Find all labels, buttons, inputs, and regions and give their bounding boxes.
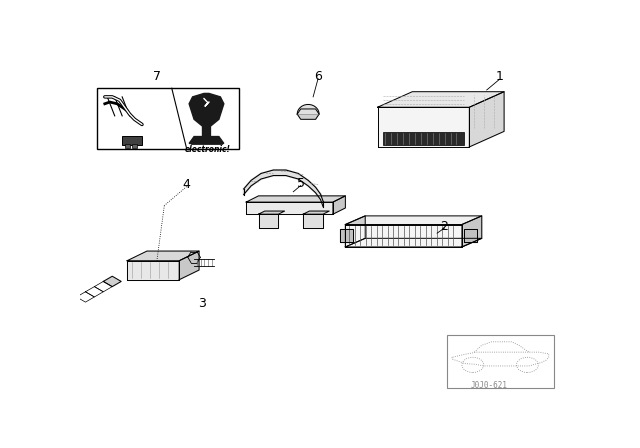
Polygon shape <box>246 202 333 214</box>
Polygon shape <box>127 251 199 261</box>
Bar <box>132 145 137 148</box>
Polygon shape <box>303 214 323 228</box>
Polygon shape <box>297 109 319 119</box>
Text: 1: 1 <box>495 70 503 83</box>
Bar <box>122 135 142 145</box>
Bar <box>125 145 130 148</box>
Text: 6: 6 <box>314 70 322 83</box>
Polygon shape <box>462 216 482 247</box>
Bar <box>447 335 554 388</box>
Polygon shape <box>179 251 199 280</box>
Polygon shape <box>303 211 329 214</box>
Bar <box>383 132 465 145</box>
Text: 3: 3 <box>198 297 205 310</box>
Polygon shape <box>469 92 504 147</box>
Polygon shape <box>246 196 346 202</box>
Text: 5: 5 <box>297 177 305 190</box>
Polygon shape <box>346 238 482 247</box>
Polygon shape <box>378 107 469 147</box>
Text: 2: 2 <box>440 220 449 233</box>
Polygon shape <box>333 196 346 214</box>
Polygon shape <box>259 214 278 228</box>
Polygon shape <box>127 261 179 280</box>
Text: electronic!: electronic! <box>184 145 230 154</box>
Polygon shape <box>189 94 224 143</box>
Text: 7: 7 <box>153 70 161 83</box>
Polygon shape <box>346 216 482 224</box>
Polygon shape <box>259 211 285 214</box>
Text: 4: 4 <box>182 178 191 191</box>
Polygon shape <box>346 216 365 247</box>
Bar <box>97 88 239 149</box>
Polygon shape <box>378 92 504 107</box>
Text: J0J0-621: J0J0-621 <box>470 381 508 390</box>
Polygon shape <box>465 229 477 242</box>
Polygon shape <box>103 276 121 287</box>
Polygon shape <box>346 224 462 247</box>
Polygon shape <box>297 104 319 114</box>
Polygon shape <box>340 229 353 242</box>
